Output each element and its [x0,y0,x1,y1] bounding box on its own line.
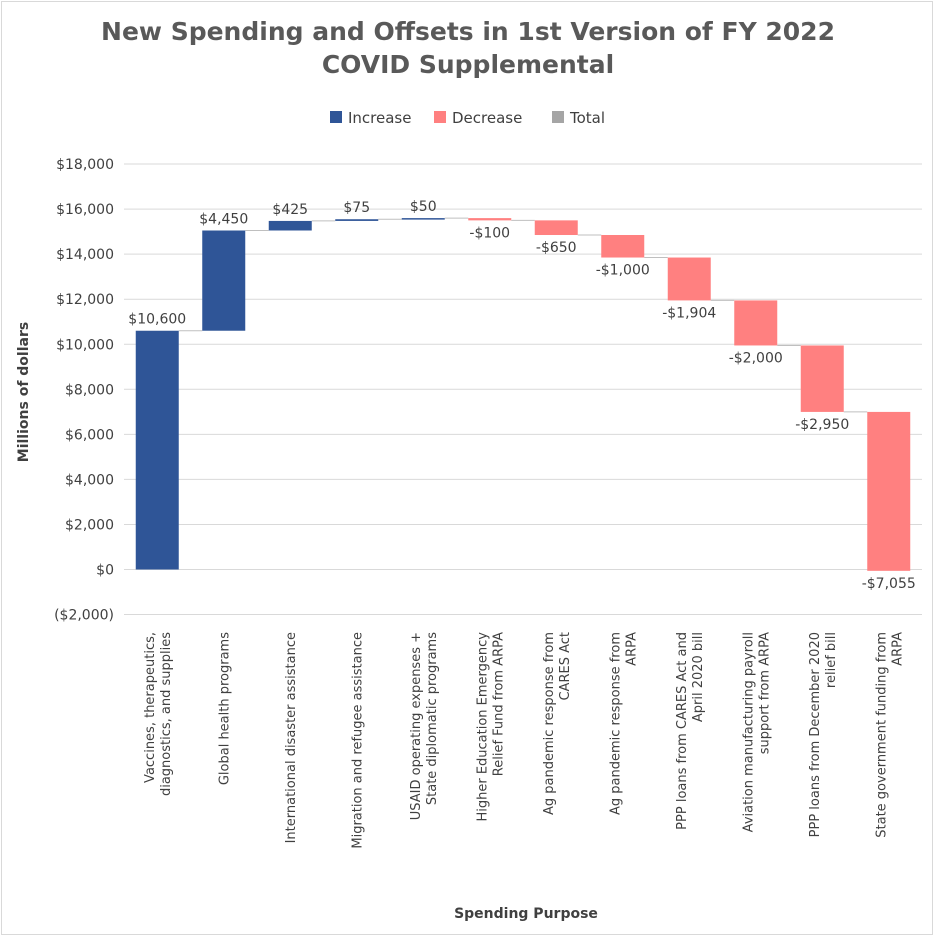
x-category-label-line: Global health programs [217,632,232,785]
data-label: $4,450 [199,211,248,227]
legend-label-increase: Increase [348,109,411,127]
data-label: $75 [343,200,370,216]
x-category-label: Higher Education EmergencyRelief Fund fr… [475,632,506,822]
x-category-label-line: State government funding from [874,632,889,838]
increase-bar [269,221,312,231]
x-axis-title: Spending Purpose [454,906,598,922]
y-tick-label: $16,000 [56,202,114,218]
y-tick-label: $14,000 [56,247,114,263]
legend-label-decrease: Decrease [452,109,522,127]
waterfall-chart: New Spending and Offsets in 1st Version … [0,0,936,938]
x-category-label: Global health programs [217,632,232,785]
y-tick-label: $8,000 [65,382,114,398]
legend-swatch-total [552,111,564,123]
y-axis-title: Millions of dollars [16,322,32,462]
data-label: -$1,904 [662,305,716,321]
x-category-label-line: Aviation manufacturing payroll [741,632,756,832]
x-category-label-line: Ag pandemic response from [608,632,623,815]
chart-title-line: New Spending and Offsets in 1st Version … [101,17,835,46]
x-category-label: Aviation manufacturing payrollsupport fr… [741,632,772,832]
data-label: -$7,055 [862,576,916,592]
x-category-label: USAID operating expenses +State diplomat… [409,632,440,820]
x-category-label-line: Higher Education Emergency [475,632,490,822]
decrease-bar [601,235,644,258]
data-label: $50 [410,199,437,215]
y-axis-ticks: ($2,000) $0 $2,000 $4,000 $6,000 $8,000 $10,00… [54,157,114,624]
increase-bar [202,230,245,330]
y-tick-label: $2,000 [65,517,114,533]
increase-bar [402,218,445,220]
x-category-label-line: support from ARPA [757,632,772,754]
chart-title: New Spending and Offsets in 1st Version … [101,17,835,79]
decrease-bar [535,220,578,235]
x-category-label-line: ARPA [890,632,905,666]
x-category-label-line: PPP loans from CARES Act and [675,632,690,830]
data-label: -$2,950 [795,417,849,433]
data-label: -$100 [469,225,510,241]
bars [136,218,911,571]
data-label: $425 [272,202,308,218]
x-category-label-line: USAID operating expenses + [409,632,424,820]
data-labels: $10,600 $4,450 $425 $75 $50 -$100 -$650 -$1,000… [128,199,915,592]
legend-swatch-decrease [434,111,446,123]
decrease-bar [801,345,844,411]
y-tick-label: $12,000 [56,292,114,308]
x-category-label-line: ARPA [624,632,639,666]
decrease-bar [734,300,777,345]
decrease-bar [468,218,511,220]
x-category-label: PPP loans from December 2020relief bill [808,632,839,837]
x-category-label-line: Migration and refugee assistance [350,632,365,849]
x-category-label-line: relief bill [824,632,839,688]
chart-title-line: COVID Supplemental [322,50,614,79]
y-tick-label: $4,000 [65,472,114,488]
data-label: $10,600 [128,312,186,328]
y-tick-label: $10,000 [56,337,114,353]
decrease-bar [668,258,711,301]
x-category-label-line: Ag pandemic response from [542,632,557,815]
x-category-label: State government funding fromARPA [874,632,905,838]
x-category-label: Vaccines, therapeutics,diagnostics, and … [143,632,174,796]
x-category-label-line: CARES Act [558,632,573,701]
x-category-label-line: State diplomatic programs [425,632,440,805]
legend: Increase Decrease Total [330,109,605,127]
x-category-label: International disaster assistance [284,632,299,843]
x-category-label-line: Vaccines, therapeutics, [143,632,158,783]
y-tick-label: $0 [96,563,114,579]
x-category-label: PPP loans from CARES Act andApril 2020 b… [675,632,706,830]
y-tick-label: $6,000 [65,427,114,443]
y-tick-label: ($2,000) [54,608,114,624]
x-axis-categories: Vaccines, therapeutics,diagnostics, and … [143,632,906,849]
decrease-bar [867,412,910,571]
x-category-label-line: Relief Fund from ARPA [491,632,506,776]
x-category-label: Ag pandemic response fromARPA [608,632,639,815]
x-category-label-line: April 2020 bill [691,632,706,722]
x-category-label-line: diagnostics, and supplies [159,632,174,796]
increase-bar [136,331,179,570]
data-label: -$650 [536,240,577,256]
legend-label-total: Total [569,109,605,127]
x-category-label-line: PPP loans from December 2020 [808,632,823,837]
data-label: -$2,000 [729,350,783,366]
y-tick-label: $18,000 [56,157,114,173]
legend-swatch-increase [330,111,342,123]
increase-bar [335,219,378,221]
x-category-label: Migration and refugee assistance [350,632,365,849]
data-label: -$1,000 [596,263,650,279]
x-category-label: Ag pandemic response fromCARES Act [542,632,573,815]
x-category-label-line: International disaster assistance [284,632,299,843]
